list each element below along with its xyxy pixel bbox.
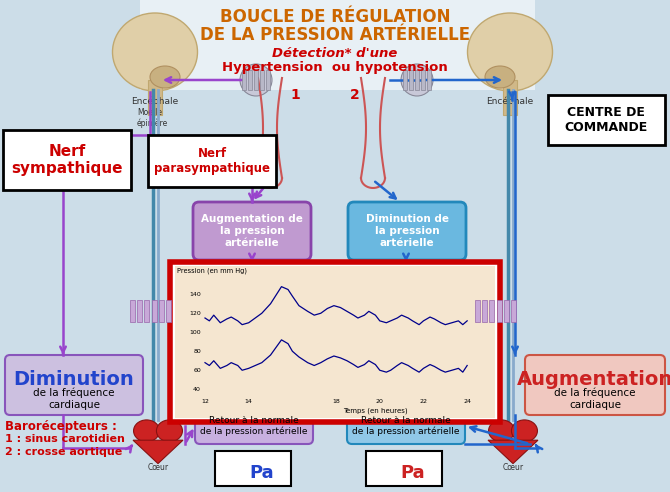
Bar bbox=[403, 70, 407, 90]
Bar bbox=[144, 300, 149, 322]
Text: Nerf
sympathique: Nerf sympathique bbox=[11, 144, 123, 176]
Text: Pression (en mm Hg): Pression (en mm Hg) bbox=[177, 268, 247, 275]
Bar bbox=[242, 70, 246, 90]
Bar bbox=[497, 300, 502, 322]
Bar bbox=[503, 80, 517, 115]
Text: Temps (en heures): Temps (en heures) bbox=[343, 408, 408, 414]
Bar bbox=[475, 300, 480, 322]
Bar bbox=[159, 300, 164, 322]
Text: 20: 20 bbox=[376, 399, 384, 404]
Text: Encéphale: Encéphale bbox=[131, 97, 179, 106]
Bar bbox=[130, 300, 135, 322]
Text: Barorécepteurs :: Barorécepteurs : bbox=[5, 420, 117, 433]
Text: CENTRE DE
COMMANDE: CENTRE DE COMMANDE bbox=[564, 106, 648, 134]
FancyBboxPatch shape bbox=[5, 355, 143, 415]
Ellipse shape bbox=[133, 420, 159, 442]
Text: Retour à la normale
de la pression artérielle: Retour à la normale de la pression artér… bbox=[200, 416, 308, 436]
Bar bbox=[175, 266, 495, 418]
Text: de la fréquence
cardiaque: de la fréquence cardiaque bbox=[34, 388, 115, 410]
Text: 40: 40 bbox=[193, 387, 201, 392]
Text: Retour à la normale
de la pression artérielle: Retour à la normale de la pression artér… bbox=[352, 416, 460, 436]
Bar bbox=[152, 300, 157, 322]
Circle shape bbox=[240, 64, 272, 96]
Text: Hypertension  ou hypotension: Hypertension ou hypotension bbox=[222, 61, 448, 74]
Text: Détection* d'une: Détection* d'une bbox=[272, 47, 398, 60]
Bar bbox=[415, 70, 419, 90]
Ellipse shape bbox=[485, 66, 515, 88]
Text: BOUCLE DE RÉGULATION: BOUCLE DE RÉGULATION bbox=[220, 8, 450, 26]
Bar bbox=[140, 0, 535, 90]
Bar bbox=[366, 451, 442, 486]
Bar bbox=[166, 300, 171, 322]
Bar bbox=[260, 70, 264, 90]
Text: 12: 12 bbox=[201, 399, 209, 404]
Text: Cœur: Cœur bbox=[502, 463, 523, 472]
Bar bbox=[511, 300, 516, 322]
Text: Augmentation de
la pression
artérielle: Augmentation de la pression artérielle bbox=[201, 215, 303, 247]
Bar bbox=[421, 70, 425, 90]
Bar bbox=[170, 262, 500, 422]
FancyBboxPatch shape bbox=[193, 202, 311, 260]
Text: Pa: Pa bbox=[401, 464, 425, 482]
Text: de la fréquence
cardiaque: de la fréquence cardiaque bbox=[554, 388, 636, 410]
Text: 60: 60 bbox=[193, 368, 201, 373]
Text: 14: 14 bbox=[245, 399, 253, 404]
Text: 2 : crosse aortique: 2 : crosse aortique bbox=[5, 447, 122, 457]
Bar bbox=[248, 70, 252, 90]
Text: 1: 1 bbox=[290, 88, 300, 102]
Text: Encéphale: Encéphale bbox=[486, 97, 533, 106]
Bar bbox=[148, 135, 276, 187]
Text: 22: 22 bbox=[419, 399, 427, 404]
Bar bbox=[3, 130, 131, 190]
Text: 100: 100 bbox=[190, 330, 201, 335]
Bar bbox=[409, 70, 413, 90]
Text: Pa: Pa bbox=[250, 464, 274, 482]
Text: Augmentation: Augmentation bbox=[517, 370, 670, 389]
Bar bbox=[504, 300, 509, 322]
Ellipse shape bbox=[150, 66, 180, 88]
Bar bbox=[148, 80, 162, 115]
Text: 140: 140 bbox=[189, 292, 201, 297]
Text: Nerf
parasympathique: Nerf parasympathique bbox=[154, 147, 270, 175]
Ellipse shape bbox=[488, 420, 515, 442]
Polygon shape bbox=[488, 440, 538, 463]
Bar bbox=[489, 300, 494, 322]
Bar bbox=[548, 95, 665, 145]
Text: DE LA PRESSION ARTÉRIELLE: DE LA PRESSION ARTÉRIELLE bbox=[200, 26, 470, 44]
Text: 80: 80 bbox=[193, 349, 201, 354]
FancyBboxPatch shape bbox=[347, 408, 465, 444]
Ellipse shape bbox=[156, 420, 182, 442]
Text: 2: 2 bbox=[350, 88, 360, 102]
FancyBboxPatch shape bbox=[348, 202, 466, 260]
Text: 18: 18 bbox=[332, 399, 340, 404]
Ellipse shape bbox=[113, 13, 198, 91]
Ellipse shape bbox=[468, 13, 553, 91]
Text: 120: 120 bbox=[189, 311, 201, 316]
FancyBboxPatch shape bbox=[525, 355, 665, 415]
Ellipse shape bbox=[511, 420, 537, 442]
Circle shape bbox=[401, 64, 433, 96]
Text: 1 : sinus carotidien: 1 : sinus carotidien bbox=[5, 434, 125, 444]
Text: 24: 24 bbox=[463, 399, 471, 404]
Text: Moelle
épinière: Moelle épinière bbox=[137, 108, 168, 128]
Text: Cœur: Cœur bbox=[147, 463, 169, 472]
Bar bbox=[215, 451, 291, 486]
Bar bbox=[482, 300, 487, 322]
Bar bbox=[137, 300, 142, 322]
Bar bbox=[266, 70, 270, 90]
Bar bbox=[427, 70, 431, 90]
Text: Diminution: Diminution bbox=[13, 370, 135, 389]
FancyBboxPatch shape bbox=[195, 408, 313, 444]
Text: Diminution de
la pression
artérielle: Diminution de la pression artérielle bbox=[366, 215, 448, 247]
Polygon shape bbox=[133, 440, 183, 463]
Bar bbox=[254, 70, 258, 90]
